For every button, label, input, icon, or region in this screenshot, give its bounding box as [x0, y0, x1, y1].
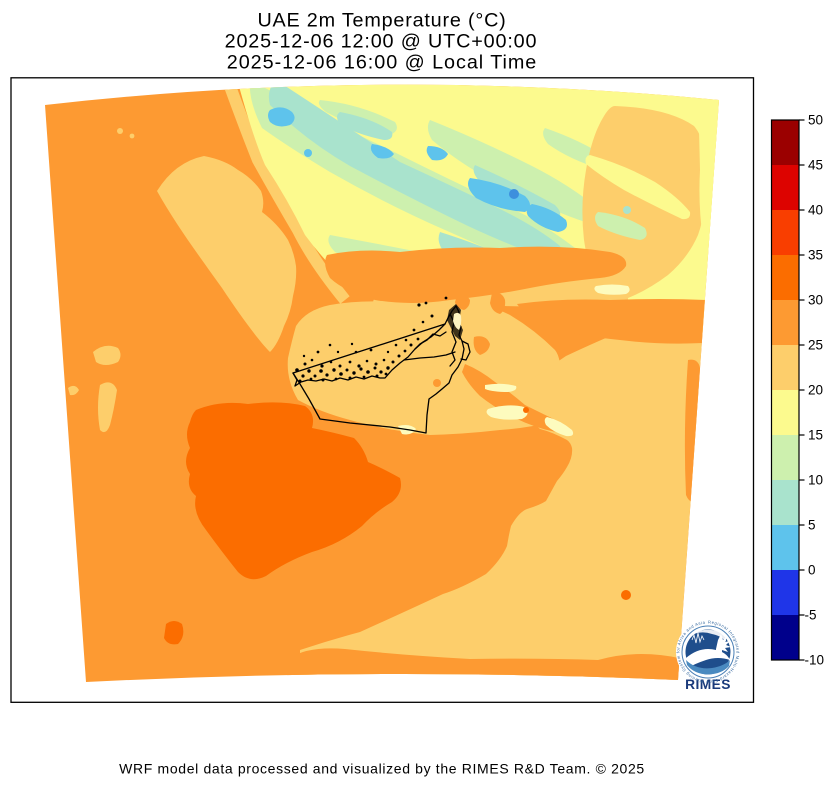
svg-text:WRF model data processed and v: WRF model data processed and visualized … [119, 761, 645, 777]
svg-text:RIMES: RIMES [685, 677, 731, 692]
svg-text:30: 30 [808, 293, 823, 308]
svg-text:2025-12-06 12:00 @ UTC+00:00: 2025-12-06 12:00 @ UTC+00:00 [225, 31, 538, 53]
svg-text:-10: -10 [805, 653, 825, 668]
svg-text:50: 50 [808, 113, 823, 128]
svg-text:-5: -5 [805, 608, 817, 623]
svg-text:35: 35 [808, 248, 823, 263]
svg-text:15: 15 [808, 428, 823, 443]
svg-text:2025-12-06 16:00 @ Local Time: 2025-12-06 16:00 @ Local Time [227, 52, 537, 74]
svg-text:5: 5 [808, 518, 816, 533]
svg-text:10: 10 [808, 473, 823, 488]
svg-text:45: 45 [808, 158, 823, 173]
svg-text:25: 25 [808, 338, 823, 353]
svg-text:0: 0 [808, 563, 816, 578]
svg-text:UAE 2m Temperature (°C): UAE 2m Temperature (°C) [257, 10, 506, 32]
svg-text:20: 20 [808, 383, 823, 398]
svg-text:40: 40 [808, 203, 823, 218]
